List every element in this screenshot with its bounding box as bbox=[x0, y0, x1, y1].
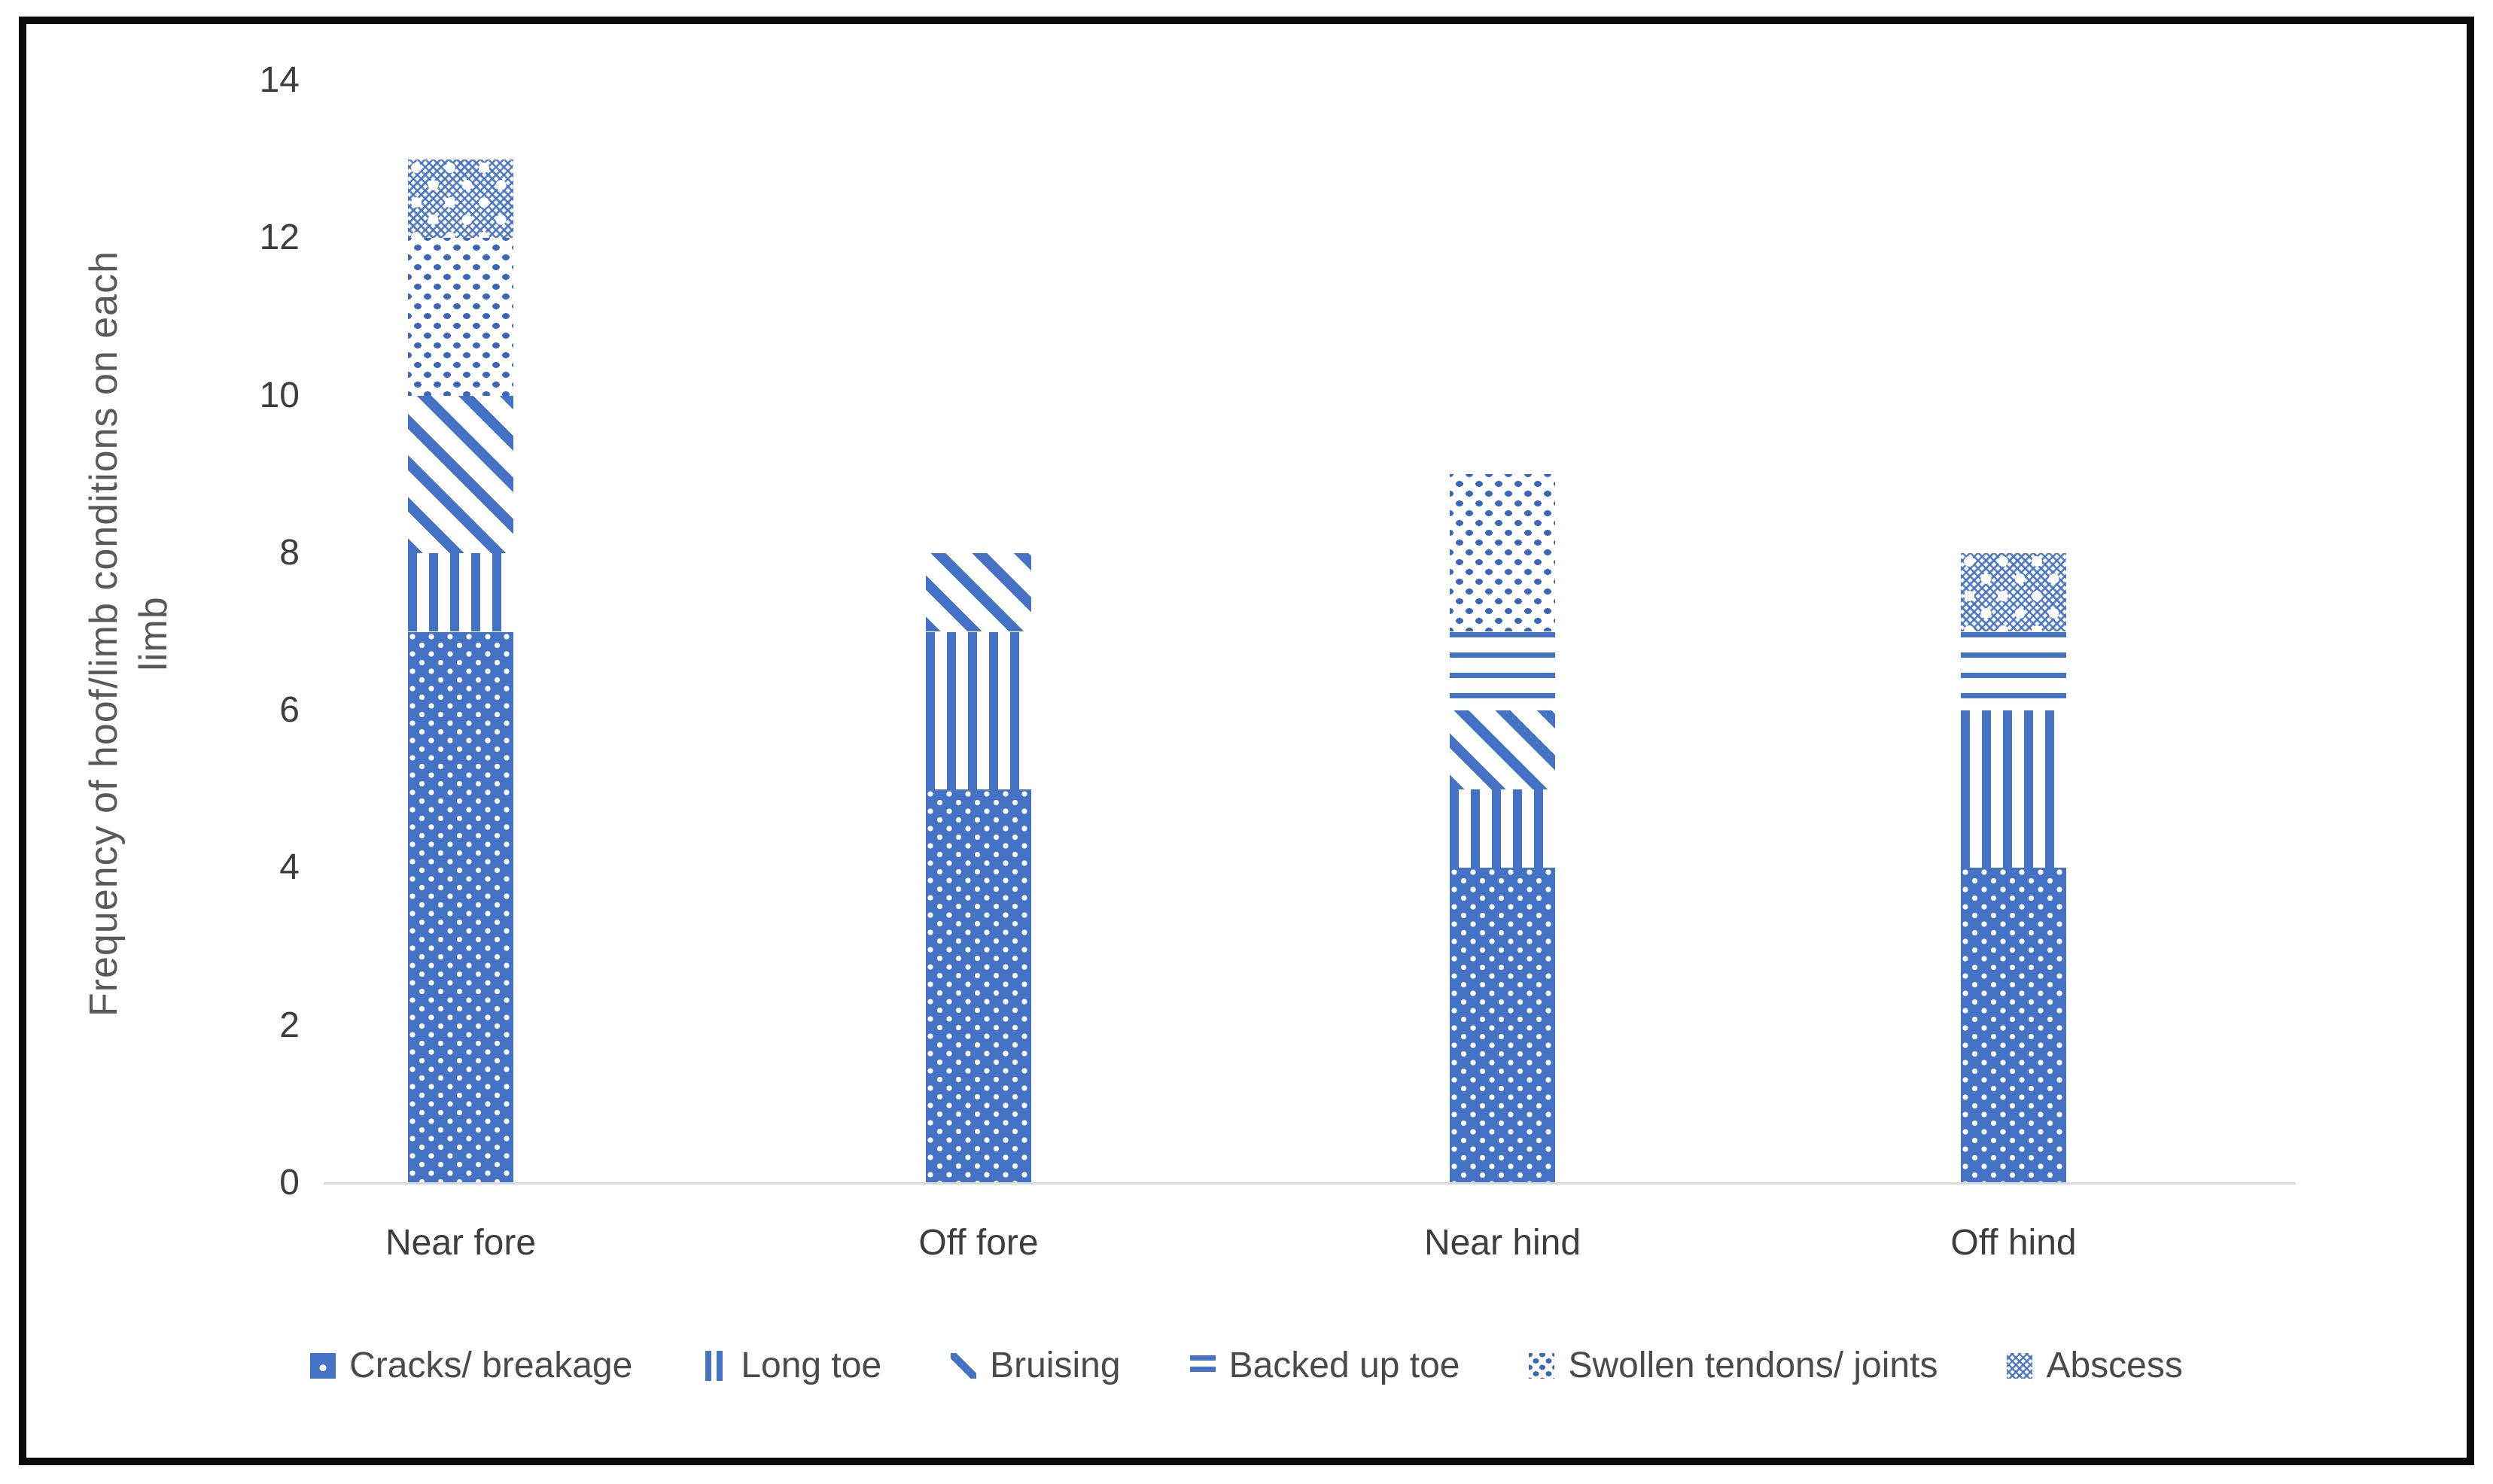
category-label-2: Off fore bbox=[918, 1223, 1039, 1263]
y-tick-label: 0 bbox=[279, 1163, 300, 1203]
bar-segment-swollen-1 bbox=[408, 238, 513, 396]
legend-item-backedup: Backed up toe bbox=[1189, 1343, 1460, 1388]
bar-segment-cracks-4 bbox=[1961, 868, 2066, 1183]
legend-swatch-swollen-icon bbox=[1529, 1353, 1555, 1379]
y-tick-label: 10 bbox=[259, 375, 300, 415]
y-tick-label: 2 bbox=[279, 1005, 300, 1045]
bar-segment-cracks-1 bbox=[408, 631, 513, 1183]
legend-label: Long toe bbox=[741, 1346, 882, 1385]
y-tick-label: 4 bbox=[279, 847, 300, 888]
y-tick-label: 8 bbox=[279, 532, 300, 573]
legend: Cracks/ breakage Long toe Bruising Backed u… bbox=[45, 1336, 2448, 1396]
legend-item-abscess: Abscess bbox=[2007, 1343, 2183, 1388]
bar-segment-abscess-1 bbox=[408, 159, 513, 239]
bar-segment-abscess-4 bbox=[1961, 552, 2066, 632]
bar-segment-longtoe-3 bbox=[1450, 789, 1555, 868]
legend-label: Backed up toe bbox=[1228, 1346, 1460, 1385]
x-axis-line bbox=[324, 1182, 2296, 1184]
bar-segment-bruising-3 bbox=[1450, 710, 1555, 789]
legend-item-bruising: Bruising bbox=[951, 1343, 1121, 1388]
bar-segment-swollen-3 bbox=[1450, 474, 1555, 632]
bar-segment-longtoe-4 bbox=[1961, 710, 2066, 868]
legend-item-swollen: Swollen tendons/ joints bbox=[1529, 1343, 1937, 1388]
legend-label: Swollen tendons/ joints bbox=[1568, 1346, 1938, 1385]
y-tick-label: 6 bbox=[279, 690, 300, 731]
legend-swatch-abscess-icon bbox=[2007, 1353, 2033, 1379]
legend-label: Bruising bbox=[990, 1346, 1121, 1385]
bar-segment-backedup-3 bbox=[1450, 631, 1555, 711]
bar-segment-backedup-4 bbox=[1961, 631, 2066, 711]
legend-label: Abscess bbox=[2046, 1346, 2183, 1385]
legend-item-longtoe: Long toe bbox=[702, 1343, 881, 1388]
bar-segment-longtoe-2 bbox=[926, 631, 1031, 789]
y-tick-label: 14 bbox=[259, 60, 300, 100]
bar-segment-bruising-1 bbox=[408, 395, 513, 553]
bar-segment-longtoe-1 bbox=[408, 552, 513, 632]
legend-swatch-backedup-icon bbox=[1189, 1355, 1216, 1376]
bar-segment-cracks-3 bbox=[1450, 868, 1555, 1183]
legend-swatch-longtoe-icon bbox=[702, 1351, 728, 1381]
bar-segment-bruising-2 bbox=[926, 552, 1031, 632]
legend-swatch-bruising-icon bbox=[951, 1353, 977, 1379]
legend-item-cracks: Cracks/ breakage bbox=[310, 1343, 632, 1388]
legend-label: Cracks/ breakage bbox=[349, 1346, 633, 1385]
category-label-3: Near hind bbox=[1423, 1223, 1581, 1263]
legend-swatch-cracks-icon bbox=[310, 1353, 336, 1379]
bar-segment-cracks-2 bbox=[926, 789, 1031, 1183]
category-label-1: Near fore bbox=[385, 1223, 537, 1263]
category-label-4: Off hind bbox=[1950, 1223, 2077, 1263]
y-tick-label: 12 bbox=[259, 217, 300, 258]
